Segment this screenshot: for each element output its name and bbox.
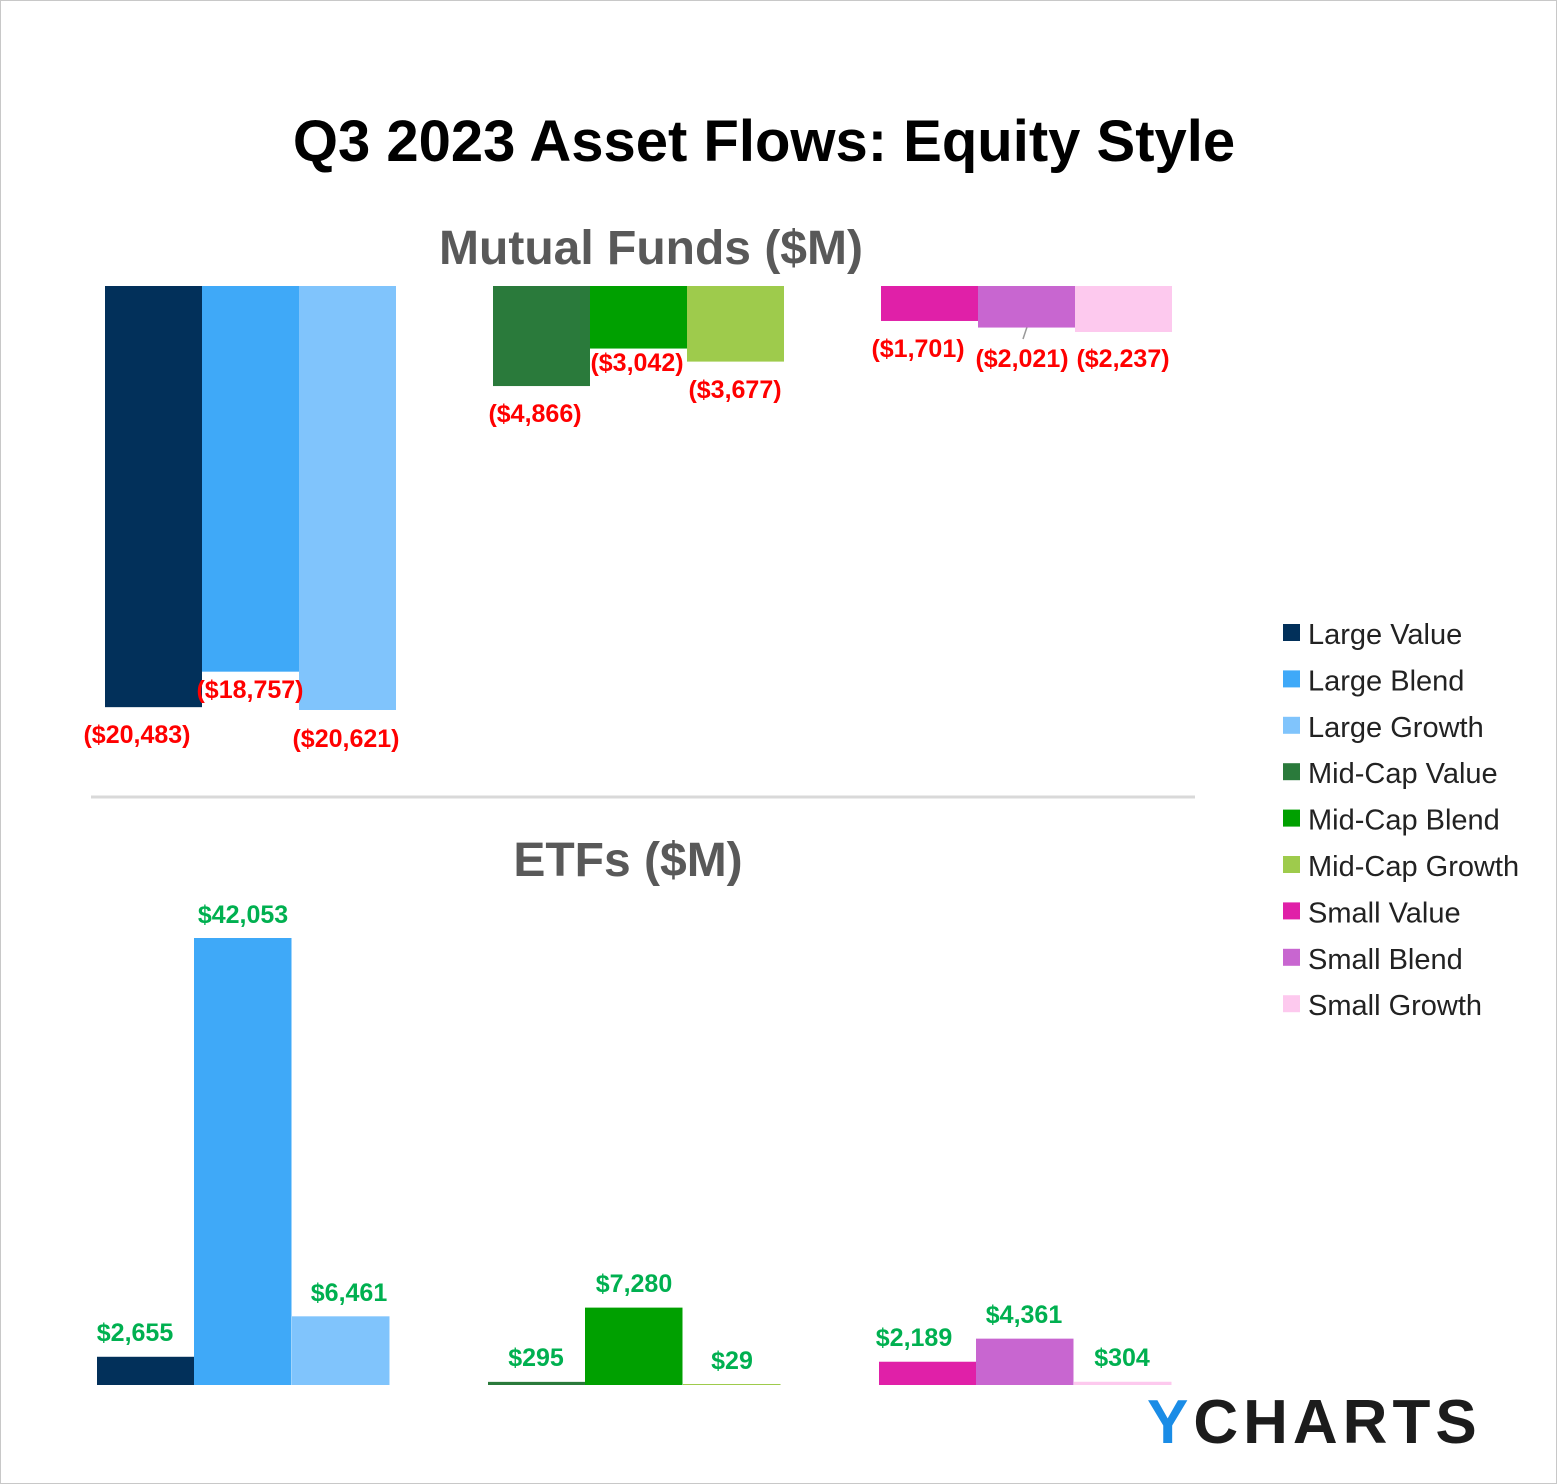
etf-bar-large-growth [292, 1316, 390, 1385]
etf-bar-small-value [879, 1361, 977, 1385]
etf-data-label: $42,053 [198, 901, 288, 929]
mutual-funds-subtitle: Mutual Funds ($M) [439, 222, 863, 275]
etf-data-label: $304 [1094, 1344, 1150, 1372]
legend-item: Small Blend [1308, 944, 1463, 976]
mf-data-label: ($3,042) [590, 349, 683, 377]
legend-swatch [1283, 902, 1300, 920]
etf-bar-mid-cap-value [488, 1381, 586, 1385]
mf-data-label: ($20,621) [292, 725, 399, 753]
etf-data-label: $2,189 [876, 1324, 952, 1352]
legend-item: Mid-Cap Value [1308, 758, 1498, 790]
etf-bar-mid-cap-growth [683, 1384, 781, 1385]
mf-bar-large-blend [202, 286, 299, 672]
legend-item: Large Growth [1308, 712, 1484, 744]
legend-swatch [1283, 995, 1300, 1013]
etf-bar-large-value [97, 1356, 195, 1385]
etf-bar-small-blend [976, 1338, 1074, 1385]
legend-swatch [1283, 624, 1300, 641]
chart-title: Q3 2023 Asset Flows: Equity Style [293, 109, 1235, 174]
mf-data-label: ($18,757) [196, 676, 303, 704]
etf-bar-small-growth [1074, 1381, 1172, 1385]
ycharts-logo: YCHARTS [1147, 1388, 1482, 1457]
mf-bar-small-growth [1075, 286, 1172, 332]
legend-swatch [1283, 856, 1300, 873]
legend-item: Small Value [1308, 897, 1461, 929]
mf-bar-mid-cap-value [493, 286, 590, 387]
mf-data-label: ($1,701) [871, 335, 964, 363]
mf-data-label: ($4,866) [488, 400, 581, 428]
legend: Large Value Large Blend Large Growth Mid-Ca… [1283, 619, 1519, 1022]
etf-bar-mid-cap-blend [585, 1307, 683, 1385]
etf-data-label: $6,461 [311, 1279, 388, 1307]
legend-item: Small Growth [1308, 990, 1482, 1022]
mf-bar-mid-cap-blend [590, 286, 687, 349]
mf-data-label: ($20,483) [83, 721, 190, 749]
legend-item: Large Blend [1308, 665, 1464, 697]
etf-data-label: $295 [508, 1344, 564, 1372]
etfs-subtitle: ETFs ($M) [513, 834, 742, 887]
legend-swatch [1283, 763, 1300, 781]
etf-data-label: $4,361 [986, 1301, 1063, 1329]
etf-data-label: $29 [711, 1347, 753, 1375]
mf-bar-small-value [881, 286, 978, 321]
mf-bar-small-blend [978, 286, 1075, 328]
etf-data-label: $2,655 [97, 1319, 174, 1347]
legend-swatch [1283, 716, 1300, 734]
etf-bar-large-blend [194, 938, 292, 1385]
mf-bar-mid-cap-growth [687, 286, 784, 362]
legend-swatch [1283, 809, 1300, 827]
legend-swatch [1283, 670, 1300, 688]
legend-item: Mid-Cap Blend [1308, 805, 1500, 837]
mf-data-label: ($2,021) [975, 345, 1068, 373]
mf-bar-large-value [105, 286, 202, 708]
mf-data-label: ($3,677) [688, 376, 781, 404]
mf-data-label: ($2,237) [1076, 345, 1169, 373]
etf-data-label: $7,280 [596, 1270, 672, 1298]
legend-swatch [1283, 948, 1300, 966]
legend-item: Large Value [1308, 619, 1462, 651]
leader-line [1022, 326, 1028, 340]
etf-chart: $2,655 $42,053 $6,461 $295 $7,280 $29 $2,189 $4… [97, 901, 1172, 1385]
mf-bar-large-growth [299, 286, 396, 710]
legend-item: Mid-Cap Growth [1308, 851, 1519, 883]
mutual-funds-chart: ($20,483)($18,757) ($20,621) ($4,866) ($3,0… [83, 286, 1172, 753]
